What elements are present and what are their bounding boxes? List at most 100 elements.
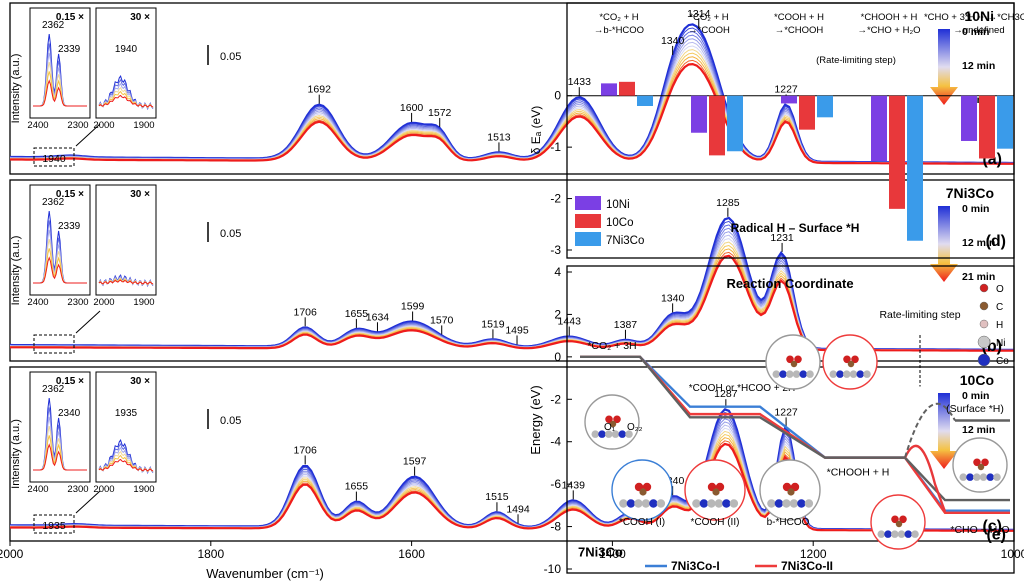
peak-label: 1519 bbox=[481, 318, 505, 330]
x-tick-label: 1800 bbox=[197, 547, 224, 561]
category-label: →undefined bbox=[953, 25, 1004, 36]
zoom-box-label: 1935 bbox=[42, 520, 66, 532]
zoom-arrow bbox=[75, 310, 101, 334]
inset-factor: 0.15 × bbox=[56, 12, 84, 23]
inset-factor: 30 × bbox=[130, 189, 150, 200]
peak-label: 1443 bbox=[558, 316, 582, 328]
atom bbox=[863, 370, 871, 378]
atom bbox=[714, 499, 724, 508]
atom bbox=[890, 530, 899, 538]
legend-label: 7Ni3Co-II bbox=[781, 559, 833, 573]
atom-c bbox=[609, 420, 617, 428]
spectrum-line-8 bbox=[10, 52, 1014, 165]
surface-label: (Surface *H) bbox=[946, 403, 1004, 415]
bar-10Ni bbox=[601, 83, 617, 96]
atom bbox=[625, 430, 633, 438]
atom-o bbox=[794, 355, 802, 364]
panel-frame bbox=[566, 265, 1015, 574]
bar-7Ni3Co bbox=[817, 95, 833, 118]
atom bbox=[986, 473, 995, 481]
time-arrow bbox=[930, 29, 958, 105]
legend-label: 7Ni3Co-I bbox=[671, 559, 720, 573]
bar-10Ni bbox=[691, 95, 707, 133]
category-label: *CHOOH + H bbox=[861, 12, 918, 23]
atom-legend-label: Ni bbox=[996, 338, 1005, 349]
bar-10Co bbox=[979, 95, 995, 159]
peak-label: 1433 bbox=[568, 76, 592, 88]
category-label: *CHO + 3*H ⋯→*CH3OH bbox=[924, 12, 1024, 23]
spectrum-line-7 bbox=[10, 430, 1014, 531]
inset-line bbox=[33, 79, 87, 107]
atom bbox=[799, 370, 808, 378]
peak-label: 1597 bbox=[403, 456, 427, 468]
spectrum-line-9 bbox=[10, 437, 1014, 532]
inset-tick: 2400 bbox=[27, 484, 48, 495]
atom bbox=[856, 370, 865, 378]
inset-tick: 1900 bbox=[133, 484, 154, 495]
time-label: 21 min bbox=[962, 271, 995, 283]
peak-label: 1599 bbox=[401, 300, 425, 312]
zoom-box-label: 1940 bbox=[42, 153, 66, 165]
inset-line bbox=[33, 256, 87, 284]
atom-c bbox=[790, 360, 798, 368]
spectrum-line-11 bbox=[10, 254, 1014, 352]
bar-10Ni bbox=[961, 95, 977, 141]
atom bbox=[626, 499, 636, 508]
inset-factor: 0.15 × bbox=[56, 189, 84, 200]
inset-chooh-a bbox=[765, 334, 821, 390]
inset-label: *COOH (II) bbox=[691, 517, 740, 528]
atom bbox=[611, 430, 620, 438]
atom bbox=[699, 499, 709, 508]
peak-label: 1692 bbox=[308, 84, 332, 96]
atom bbox=[785, 370, 794, 378]
atom-legend-label: H bbox=[996, 320, 1003, 331]
atom-o bbox=[613, 415, 621, 424]
atom bbox=[966, 473, 974, 481]
peak-label: 1513 bbox=[487, 131, 511, 143]
y-tick-label: 4 bbox=[554, 265, 561, 279]
atom-c bbox=[639, 488, 647, 496]
legend-label: 10Co bbox=[606, 217, 634, 229]
category-label: *COOH + H bbox=[774, 12, 824, 23]
atom bbox=[722, 499, 731, 508]
inset-tick: 2300 bbox=[67, 484, 88, 495]
atom bbox=[979, 473, 988, 481]
peak-label: 1706 bbox=[293, 306, 317, 318]
atom bbox=[804, 499, 814, 508]
atom bbox=[972, 473, 981, 481]
inset-factor: 0.15 × bbox=[56, 376, 84, 387]
atom-c bbox=[787, 488, 795, 496]
y-axis-label: Intensity (a.u.) bbox=[10, 419, 22, 489]
atom-o bbox=[973, 458, 981, 467]
y-tick-label: -8 bbox=[550, 520, 561, 534]
spectrum-line-9 bbox=[9, 56, 1014, 165]
label-mid: *COOH or *HCOO + 2H bbox=[689, 383, 795, 394]
inset-cooh-i bbox=[611, 459, 673, 521]
inset-tick: 2300 bbox=[67, 297, 88, 308]
peak-label: 1285 bbox=[716, 197, 740, 209]
atom bbox=[641, 499, 651, 508]
atom bbox=[618, 430, 627, 438]
peak-label: 1572 bbox=[428, 107, 452, 119]
peak-label: 1227 bbox=[774, 406, 798, 418]
inset-tick: 2000 bbox=[93, 297, 114, 308]
inset-peak-label: 2362 bbox=[42, 197, 65, 208]
atom bbox=[634, 499, 643, 508]
inset-peak-label: 2362 bbox=[42, 384, 65, 395]
atom bbox=[767, 499, 776, 508]
category-label: →*CHOOH bbox=[775, 25, 824, 36]
time-label: 0 min bbox=[962, 26, 989, 38]
zoom-arrow bbox=[75, 490, 101, 514]
atom bbox=[897, 530, 906, 538]
peak-label: 1314 bbox=[687, 8, 711, 20]
atom bbox=[993, 473, 1001, 481]
peak-label: 1655 bbox=[345, 308, 369, 320]
category-label: →*CHO + H₂O bbox=[857, 25, 920, 36]
atom-c bbox=[977, 463, 985, 471]
inset-tick: 1900 bbox=[133, 297, 154, 308]
bar-7Ni3Co bbox=[637, 95, 653, 106]
y-tick-label: -2 bbox=[550, 392, 561, 406]
time-label: 0 min bbox=[962, 203, 989, 215]
zoom-box bbox=[33, 334, 75, 354]
